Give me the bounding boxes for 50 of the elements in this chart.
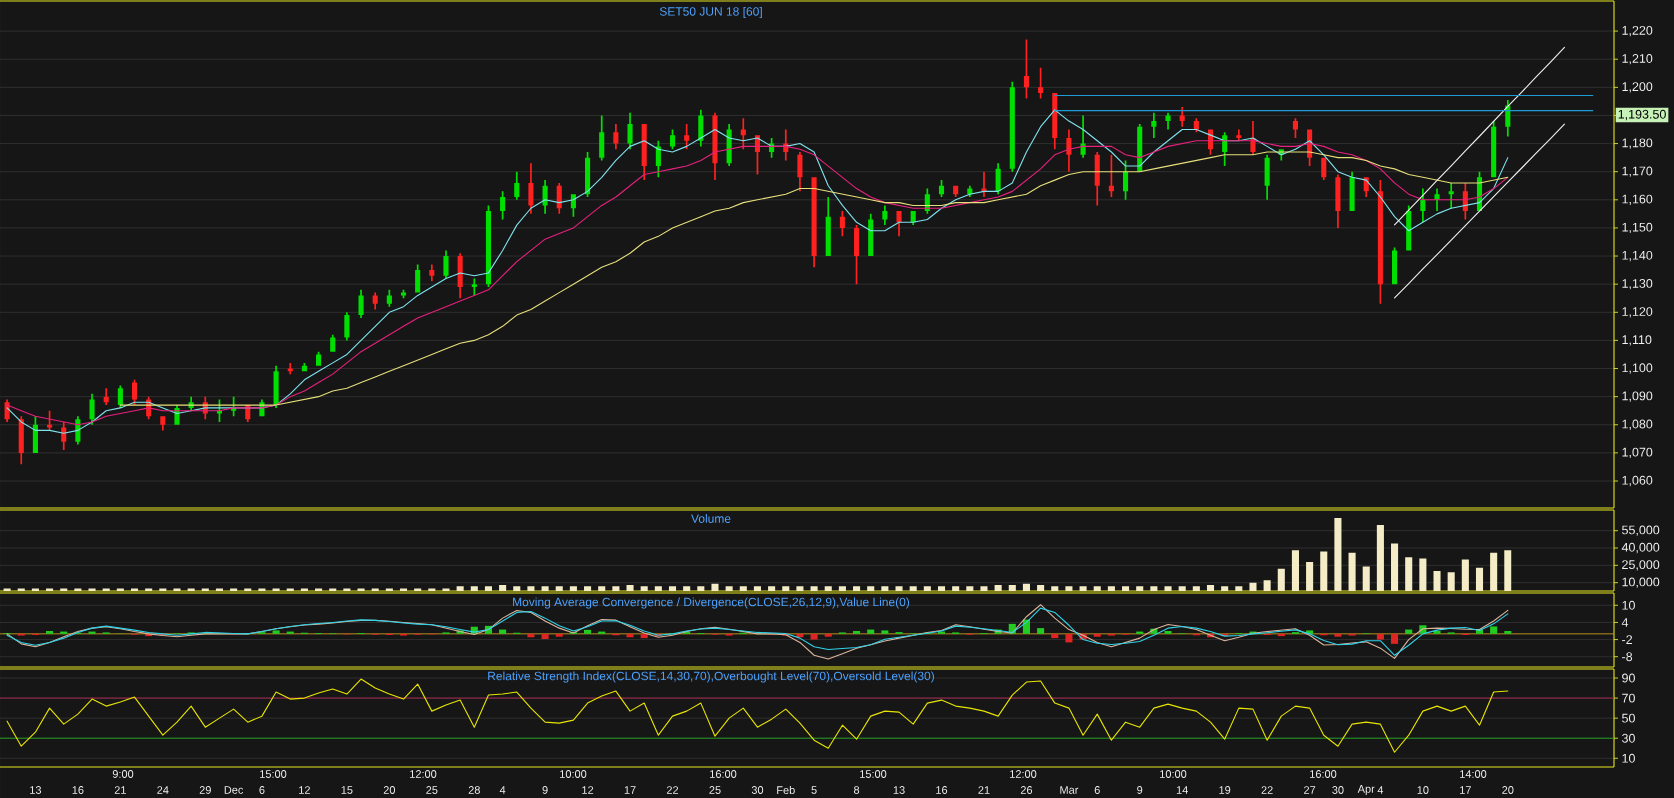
x-tick-label: 9 [1137,786,1143,794]
x-tick-label: 22 [1261,786,1273,794]
x-tick-label: 21 [978,786,990,794]
x-tick-label: 22 [666,786,679,794]
x-tick-label: Mar [1060,786,1079,794]
x-tick-label: 13 [893,786,905,794]
x-tick-label: Feb [777,785,795,795]
x-tick-label: 28 [468,786,480,794]
text: 15:00 [260,770,287,778]
x-tick-label: 25 [709,786,721,794]
x-tick-label: 6 [1094,786,1100,794]
x-tick-label: 6 [259,786,265,794]
x-tick-label: 20 [383,786,396,794]
x-tick-label: 15 [341,786,353,794]
x-tick-label: 17 [624,786,636,794]
x-tick-label: 29 [199,786,211,794]
x-tick-label: 30 [751,786,764,794]
x-tick-label: 8 [853,786,860,794]
x-tick-label: 25 [426,786,438,794]
text: 14:00 [1460,770,1487,778]
x-tick-label: Dec [224,786,244,794]
text: 9:00 [112,770,134,778]
text: 12:00 [1010,770,1037,778]
x-tick-label: 27 [1304,786,1316,794]
y-tick-label: 10 [1622,753,1635,763]
x-tick-label: 24 [157,786,169,794]
text: 12:00 [410,770,437,778]
x-tick-label: 4 [499,786,506,794]
text: 10:00 [560,770,587,778]
x-tick-label: 13 [30,786,42,794]
x-tick-label: 9 [542,786,548,794]
x-tick-label: 30 [1332,786,1344,794]
x-tick-label: Apr [1357,785,1375,795]
text: 16:00 [1310,770,1337,778]
x-tick-label: 12 [299,786,310,794]
x-tick-label: 19 [1219,786,1231,794]
x-tick-label: 20 [1502,786,1514,794]
x-tick-label: 26 [1020,786,1033,794]
x-tick-label: 16 [72,786,84,794]
x-tick-label: 16 [936,786,948,794]
x-tick-label: 21 [114,786,126,794]
x-tick-label: 4 [1377,786,1384,794]
text: 15:00 [860,770,887,778]
x-tick-label: 17 [1460,786,1471,794]
x-tick-label: 12 [582,786,594,794]
x-tick-label: 5 [811,786,817,794]
text: 10:00 [1160,770,1187,778]
x-tick-label: 14 [1176,786,1188,794]
x-tick-label: 10 [1417,786,1429,794]
text: 16:00 [710,770,737,778]
